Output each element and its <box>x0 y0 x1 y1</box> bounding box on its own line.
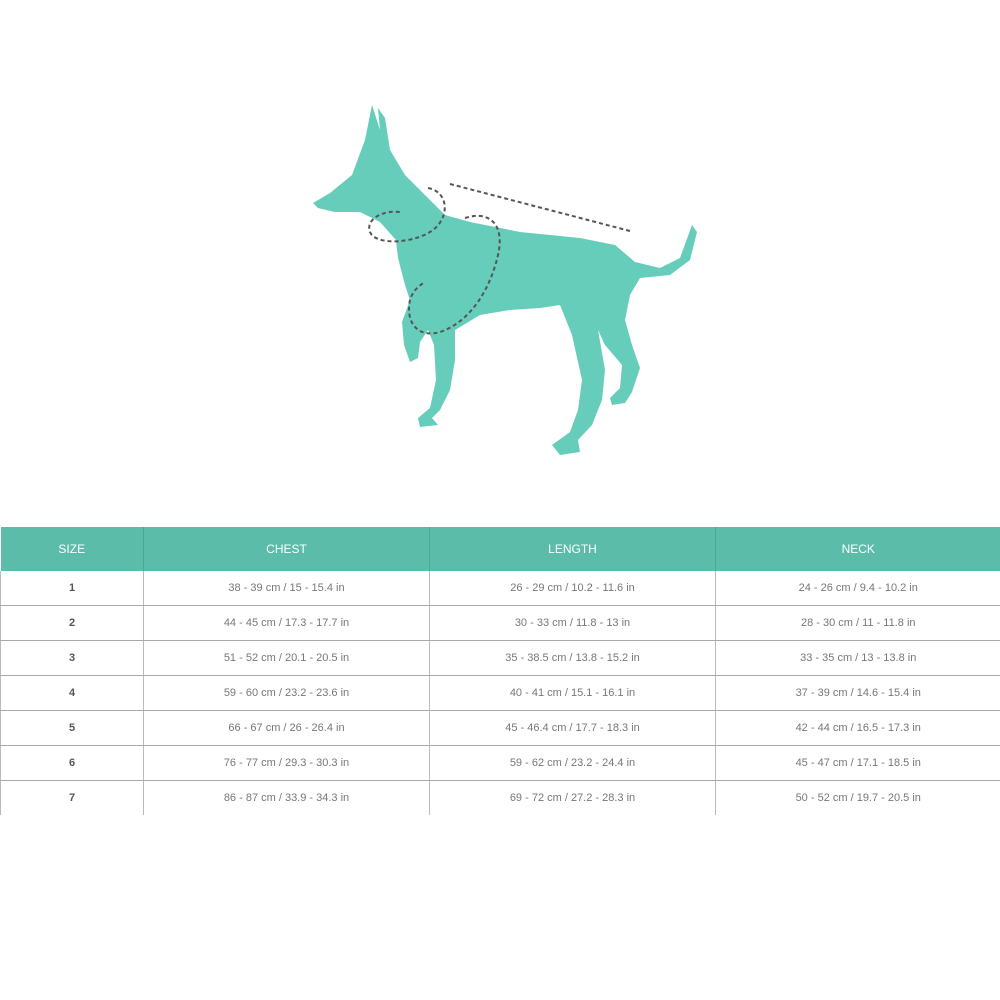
length-cell: 59 - 62 cm / 23.2 - 24.4 in <box>429 745 716 781</box>
size-cell: 7 <box>0 780 144 815</box>
length-cell: 45 - 46.4 cm / 17.7 - 18.3 in <box>429 710 716 746</box>
size-cell: 2 <box>0 605 144 641</box>
dog-silhouette-icon <box>313 105 697 455</box>
neck-measure-line <box>368 187 446 243</box>
chest-cell: 76 - 77 cm / 29.3 - 30.3 in <box>143 745 430 781</box>
table-row: 1 38 - 39 cm / 15 - 15.4 in 26 - 29 cm / 1… <box>0 571 1000 606</box>
size-chart-table: SIZE CHEST LENGTH NECK 1 38 - 39 cm / 15 … <box>0 527 1000 815</box>
header-chest: CHEST <box>143 527 430 571</box>
chest-cell: 66 - 67 cm / 26 - 26.4 in <box>143 710 430 746</box>
chest-cell: 59 - 60 cm / 23.2 - 23.6 in <box>143 675 430 711</box>
neck-cell: 37 - 39 cm / 14.6 - 15.4 in <box>715 675 1000 711</box>
header-size: SIZE <box>0 527 144 571</box>
size-cell: 5 <box>0 710 144 746</box>
table-row: 6 76 - 77 cm / 29.3 - 30.3 in 59 - 62 cm /… <box>0 745 1000 781</box>
neck-cell: 50 - 52 cm / 19.7 - 20.5 in <box>795 792 921 804</box>
chest-measure-line <box>408 214 501 335</box>
chest-cell: 44 - 45 cm / 17.3 - 17.7 in <box>143 605 430 641</box>
neck-cell: 33 - 35 cm / 13 - 13.8 in <box>715 640 1000 676</box>
table-row: 4 59 - 60 cm / 23.2 - 23.6 in 40 - 41 cm /… <box>0 675 1000 711</box>
chest-cell: 86 - 87 cm / 33.9 - 34.3 in <box>143 780 430 815</box>
length-cell: 35 - 38.5 cm / 13.8 - 15.2 in <box>429 640 716 676</box>
neck-cell: 28 - 30 cm / 11 - 11.8 in <box>715 605 1000 641</box>
size-cell: 6 <box>0 745 144 781</box>
length-cell: 40 - 41 cm / 15.1 - 16.1 in <box>429 675 716 711</box>
length-cell: 30 - 33 cm / 11.8 - 13 in <box>429 605 716 641</box>
size-cell: 4 <box>0 675 144 711</box>
table-row: 3 51 - 52 cm / 20.1 - 20.5 in 35 - 38.5 cm… <box>0 640 1000 676</box>
neck-cell: 45 - 47 cm / 17.1 - 18.5 in <box>715 745 1000 781</box>
chest-cell: 38 - 39 cm / 15 - 15.4 in <box>143 571 430 606</box>
table-header-row: SIZE CHEST LENGTH NECK <box>0 527 1000 571</box>
dog-body <box>313 105 697 455</box>
header-neck: NECK <box>715 527 1000 571</box>
neck-cell: 24 - 26 cm / 9.4 - 10.2 in <box>715 571 1000 606</box>
table-row: 2 44 - 45 cm / 17.3 - 17.7 in 30 - 33 cm /… <box>0 605 1000 641</box>
table-row: 5 66 - 67 cm / 26 - 26.4 in 45 - 46.4 cm /… <box>0 710 1000 746</box>
length-measure-line <box>449 183 631 232</box>
header-length: LENGTH <box>429 527 716 571</box>
length-cell: 69 - 72 cm / 27.2 - 28.3 in <box>429 780 716 815</box>
chest-cell: 51 - 52 cm / 20.1 - 20.5 in <box>143 640 430 676</box>
length-cell: 26 - 29 cm / 10.2 - 11.6 in <box>429 571 716 606</box>
size-cell: 3 <box>0 640 144 676</box>
table-row: 7 86 - 87 cm / 33.9 - 34.3 in 69 - 72 cm /… <box>0 780 1000 815</box>
neck-cell: 42 - 44 cm / 16.5 - 17.3 in <box>715 710 1000 746</box>
size-cell: 1 <box>0 571 144 606</box>
